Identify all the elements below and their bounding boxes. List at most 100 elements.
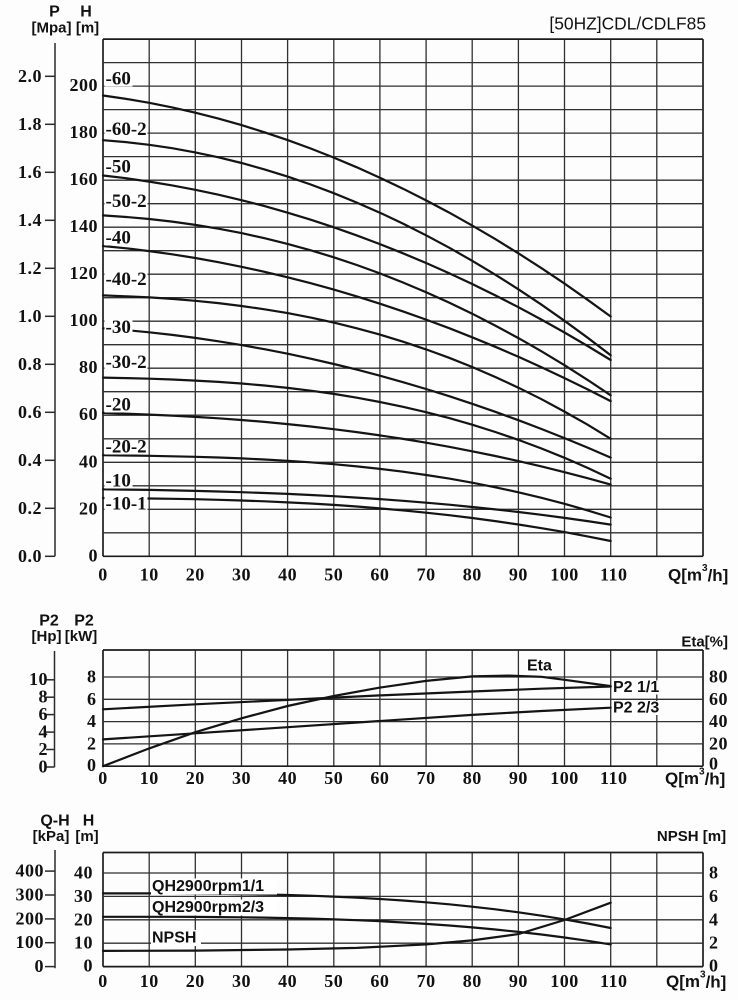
svg-text:10: 10 bbox=[140, 565, 159, 585]
svg-text:Eta[%]: Eta[%] bbox=[681, 634, 728, 651]
svg-text:60: 60 bbox=[370, 768, 389, 788]
svg-text:NPSH [m]: NPSH [m] bbox=[657, 828, 726, 845]
svg-text:Eta: Eta bbox=[527, 658, 552, 675]
svg-text:QH2900rpm1/1: QH2900rpm1/1 bbox=[152, 878, 264, 895]
svg-text:0.2: 0.2 bbox=[18, 498, 42, 518]
svg-text:P2 1/1: P2 1/1 bbox=[613, 679, 659, 696]
svg-text:0: 0 bbox=[84, 956, 94, 976]
svg-text:H: H bbox=[83, 813, 95, 830]
svg-text:8: 8 bbox=[709, 863, 719, 883]
svg-text:400: 400 bbox=[16, 861, 45, 881]
svg-text:2: 2 bbox=[39, 739, 49, 759]
svg-text:70: 70 bbox=[417, 565, 436, 585]
svg-text:160: 160 bbox=[70, 169, 99, 189]
svg-text:QH2900rpm2/3: QH2900rpm2/3 bbox=[152, 899, 264, 916]
svg-text:0.0: 0.0 bbox=[18, 546, 42, 566]
svg-text:Q[m3/h]: Q[m3/h] bbox=[666, 969, 726, 991]
svg-text:[50HZ]CDL/CDLF85: [50HZ]CDL/CDLF85 bbox=[549, 14, 706, 34]
svg-text:[kW]: [kW] bbox=[65, 628, 98, 645]
svg-text:NPSH: NPSH bbox=[152, 930, 196, 947]
svg-text:200: 200 bbox=[70, 75, 99, 95]
svg-text:70: 70 bbox=[417, 768, 436, 788]
svg-text:1.4: 1.4 bbox=[18, 210, 42, 230]
svg-text:100: 100 bbox=[16, 932, 45, 952]
svg-text:P: P bbox=[49, 4, 60, 21]
svg-text:120: 120 bbox=[70, 263, 99, 283]
svg-text:4: 4 bbox=[709, 909, 719, 929]
svg-text:60: 60 bbox=[370, 971, 389, 991]
svg-text:10: 10 bbox=[74, 933, 93, 953]
svg-text:140: 140 bbox=[70, 216, 99, 236]
svg-text:-50: -50 bbox=[106, 157, 131, 178]
svg-text:-60-2: -60-2 bbox=[106, 119, 147, 140]
svg-text:1.6: 1.6 bbox=[18, 162, 42, 182]
svg-text:40: 40 bbox=[79, 451, 98, 471]
svg-text:110: 110 bbox=[600, 768, 628, 788]
svg-text:4: 4 bbox=[87, 711, 97, 731]
svg-text:Q[m3/h]: Q[m3/h] bbox=[668, 563, 728, 585]
svg-text:2: 2 bbox=[709, 933, 719, 953]
svg-text:30: 30 bbox=[232, 768, 251, 788]
svg-text:30: 30 bbox=[232, 971, 251, 991]
svg-text:0: 0 bbox=[89, 545, 99, 565]
svg-text:-20: -20 bbox=[106, 395, 131, 416]
svg-text:80: 80 bbox=[463, 565, 482, 585]
svg-text:6: 6 bbox=[709, 886, 719, 906]
svg-text:-40: -40 bbox=[106, 228, 131, 249]
svg-text:20: 20 bbox=[74, 909, 93, 929]
svg-text:50: 50 bbox=[324, 971, 343, 991]
svg-text:0: 0 bbox=[709, 956, 719, 976]
svg-text:100: 100 bbox=[550, 971, 579, 991]
svg-text:90: 90 bbox=[509, 768, 528, 788]
svg-text:20: 20 bbox=[186, 565, 205, 585]
svg-text:20: 20 bbox=[186, 971, 205, 991]
svg-text:100: 100 bbox=[550, 768, 579, 788]
svg-text:80: 80 bbox=[709, 667, 728, 687]
svg-text:20: 20 bbox=[709, 733, 728, 753]
svg-text:0.4: 0.4 bbox=[18, 450, 42, 470]
svg-text:8: 8 bbox=[87, 667, 97, 687]
svg-text:90: 90 bbox=[509, 565, 528, 585]
svg-text:200: 200 bbox=[16, 908, 45, 928]
svg-text:20: 20 bbox=[186, 768, 205, 788]
svg-text:30: 30 bbox=[232, 565, 251, 585]
svg-text:40: 40 bbox=[74, 863, 93, 883]
svg-text:40: 40 bbox=[278, 768, 297, 788]
svg-text:100: 100 bbox=[550, 565, 579, 585]
svg-text:40: 40 bbox=[709, 711, 728, 731]
svg-text:10: 10 bbox=[29, 669, 48, 689]
svg-text:50: 50 bbox=[324, 565, 343, 585]
svg-text:[Mpa]: [Mpa] bbox=[32, 20, 72, 37]
svg-text:90: 90 bbox=[509, 971, 528, 991]
svg-text:1.0: 1.0 bbox=[18, 306, 42, 326]
svg-text:0: 0 bbox=[98, 768, 108, 788]
svg-text:110: 110 bbox=[600, 971, 628, 991]
svg-text:80: 80 bbox=[463, 768, 482, 788]
svg-text:0: 0 bbox=[98, 971, 108, 991]
svg-text:60: 60 bbox=[709, 689, 728, 709]
svg-text:0: 0 bbox=[98, 565, 108, 585]
svg-text:6: 6 bbox=[87, 689, 97, 709]
svg-text:40: 40 bbox=[278, 565, 297, 585]
svg-text:-30-2: -30-2 bbox=[106, 352, 147, 373]
svg-text:10: 10 bbox=[140, 971, 159, 991]
svg-text:-60: -60 bbox=[106, 69, 131, 90]
svg-text:70: 70 bbox=[417, 971, 436, 991]
svg-text:60: 60 bbox=[79, 404, 98, 424]
svg-text:2: 2 bbox=[87, 733, 97, 753]
svg-text:80: 80 bbox=[463, 971, 482, 991]
svg-text:[kPa]: [kPa] bbox=[33, 828, 70, 845]
svg-text:0.6: 0.6 bbox=[18, 402, 42, 422]
svg-text:-10: -10 bbox=[106, 471, 131, 492]
svg-text:-20-2: -20-2 bbox=[106, 437, 147, 458]
svg-text:300: 300 bbox=[16, 885, 45, 905]
svg-text:-40-2: -40-2 bbox=[106, 269, 147, 290]
svg-text:[m]: [m] bbox=[75, 828, 98, 845]
svg-text:8: 8 bbox=[39, 687, 49, 707]
svg-text:0: 0 bbox=[87, 755, 97, 775]
svg-text:-10-1: -10-1 bbox=[106, 494, 147, 515]
svg-text:[Hp]: [Hp] bbox=[32, 628, 62, 645]
svg-text:2.0: 2.0 bbox=[18, 66, 42, 86]
svg-text:4: 4 bbox=[39, 722, 49, 742]
svg-text:0: 0 bbox=[39, 757, 49, 777]
